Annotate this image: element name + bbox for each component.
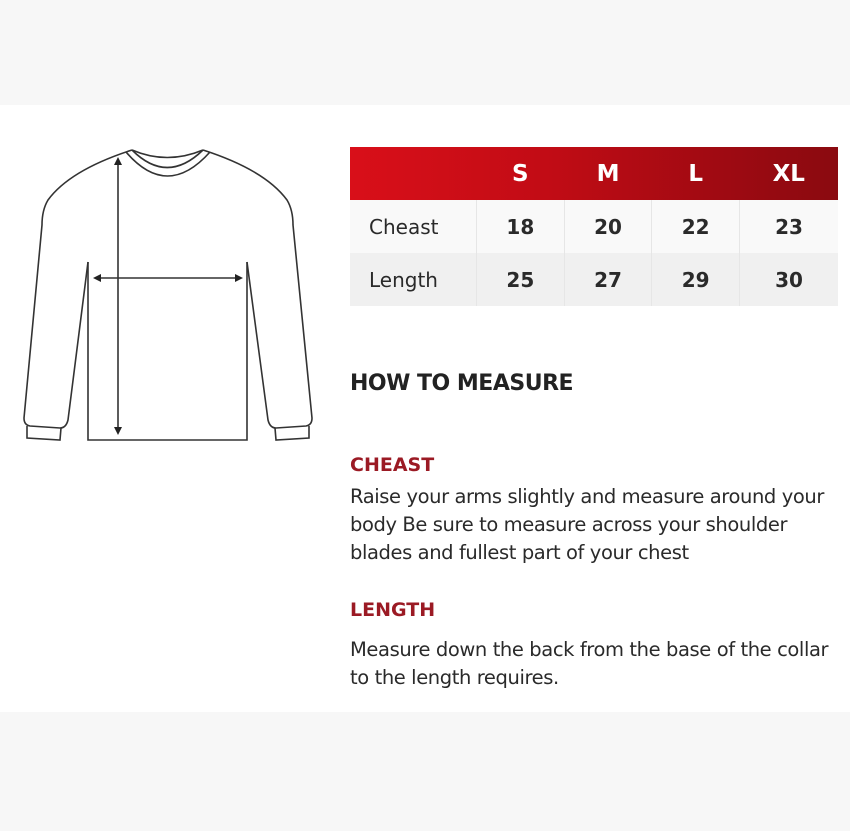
header-size-m: M bbox=[596, 160, 620, 187]
header-blank bbox=[350, 147, 477, 200]
size-header-row: S M L XL bbox=[350, 147, 838, 200]
table-row: Cheast 18 20 22 23 bbox=[350, 200, 838, 253]
header-size-l: L bbox=[688, 160, 703, 187]
row-label: Cheast bbox=[350, 200, 477, 253]
size-guide: S M L XL Cheast 18 20 22 23 Length 25 27… bbox=[0, 105, 850, 712]
chest-instructions: Raise your arms slightly and measure aro… bbox=[350, 485, 824, 564]
cell: 25 bbox=[476, 253, 565, 306]
length-instructions: Measure down the back from the base of t… bbox=[350, 638, 829, 689]
header-size-s: S bbox=[512, 160, 529, 187]
cell: 29 bbox=[651, 253, 741, 306]
size-chart-table: S M L XL Cheast 18 20 22 23 Length 25 27… bbox=[350, 147, 838, 306]
length-heading: LENGTH bbox=[350, 599, 436, 621]
row-label: Length bbox=[350, 253, 477, 306]
chest-heading: CHEAST bbox=[350, 454, 435, 476]
table-row: Length 25 27 29 30 bbox=[350, 253, 838, 306]
cell: 27 bbox=[564, 253, 653, 306]
cell: 30 bbox=[775, 267, 803, 292]
cell: 23 bbox=[775, 214, 803, 239]
cell: 20 bbox=[564, 200, 653, 253]
sweatshirt-measurement-icon bbox=[23, 149, 313, 441]
header-size-xl: XL bbox=[772, 160, 805, 187]
cell: 18 bbox=[476, 200, 565, 253]
cell: 22 bbox=[651, 200, 741, 253]
guide-title: HOW TO MEASURE bbox=[350, 371, 574, 396]
